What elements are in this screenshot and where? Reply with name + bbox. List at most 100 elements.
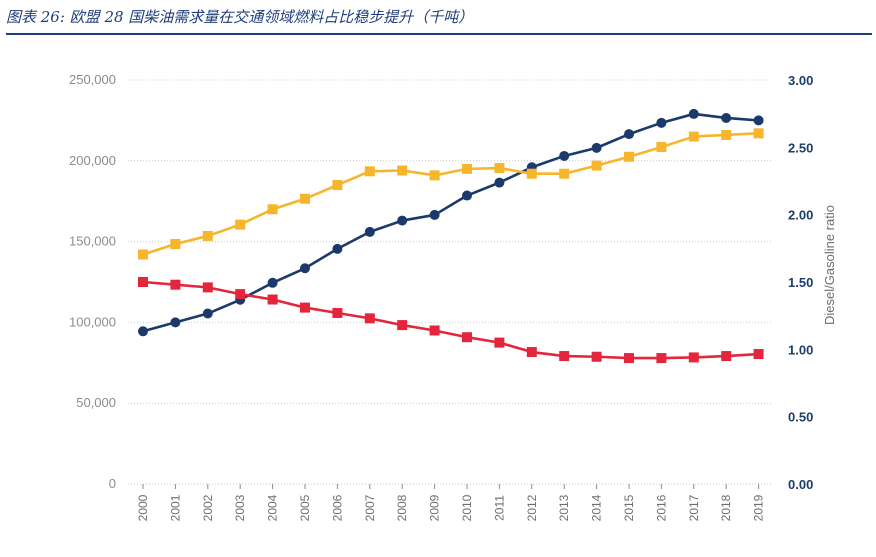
data-point-diesel — [688, 108, 699, 119]
data-point-ratio — [235, 289, 246, 300]
data-point-gasoline — [688, 131, 699, 142]
data-point-gasoline — [624, 151, 634, 162]
data-point-gasoline — [267, 204, 278, 215]
data-point-diesel — [591, 142, 602, 153]
x-tick-label: 2000 — [136, 494, 150, 521]
gridlines — [128, 79, 772, 404]
x-tick-label: 2019 — [752, 494, 766, 521]
data-point-ratio — [753, 349, 764, 360]
series-line-diesel — [142, 112, 759, 333]
left-tick-label: 0 — [109, 476, 116, 491]
data-point-gasoline — [559, 168, 570, 179]
series-gasoline — [138, 128, 764, 260]
left-y-axis: 0 50,000 100,000 150,000 200,000 250,000 — [69, 72, 116, 491]
x-tick-label: 2004 — [266, 494, 280, 521]
data-point-diesel — [494, 177, 505, 188]
data-point-ratio — [170, 279, 181, 290]
data-point-ratio — [591, 351, 602, 362]
left-tick-label: 200,000 — [69, 153, 116, 168]
data-point-gasoline — [138, 249, 148, 260]
data-point-gasoline — [494, 163, 505, 174]
data-point-diesel — [267, 277, 278, 288]
data-point-ratio — [332, 307, 343, 318]
data-point-diesel — [138, 326, 148, 337]
data-point-gasoline — [429, 170, 440, 181]
data-point-ratio — [721, 351, 732, 362]
data-point-gasoline — [591, 160, 602, 171]
data-point-diesel — [332, 243, 343, 254]
data-point-gasoline — [462, 163, 472, 174]
right-tick-label: 2.50 — [788, 140, 813, 155]
x-tick-label: 2008 — [395, 494, 409, 521]
data-point-gasoline — [721, 129, 732, 140]
data-point-ratio — [526, 347, 537, 358]
left-tick-label: 100,000 — [69, 314, 116, 329]
data-point-ratio — [138, 277, 148, 287]
data-point-ratio — [688, 352, 699, 363]
x-tick-label: 2006 — [330, 494, 344, 521]
data-point-gasoline — [170, 239, 181, 250]
data-point-ratio — [429, 325, 440, 336]
left-tick-label: 50,000 — [76, 395, 116, 410]
data-point-ratio — [267, 294, 278, 305]
right-axis-label: Diesel/Gasoline ratio — [822, 205, 837, 325]
x-tick-label: 2002 — [201, 494, 215, 521]
data-point-gasoline — [397, 165, 408, 176]
series-line-gasoline — [142, 132, 759, 256]
data-point-ratio — [494, 337, 505, 348]
data-point-diesel — [300, 263, 310, 274]
x-tick-label: 2011 — [492, 495, 506, 521]
x-tick-label: 2009 — [428, 494, 442, 521]
x-tick-label: 2010 — [460, 494, 474, 521]
data-point-ratio — [364, 313, 375, 324]
series-line-ratio — [142, 280, 759, 360]
data-point-diesel — [656, 117, 667, 128]
figure-caption: 图表 26: 欧盟 28 国柴油需求量在交通领域燃料占比稳步提升（千吨） — [6, 8, 474, 26]
x-tick-label: 2018 — [719, 494, 733, 521]
right-tick-label: 1.50 — [788, 275, 813, 290]
series-ratio — [138, 277, 764, 364]
x-tick-label: 2005 — [298, 494, 312, 521]
data-point-diesel — [559, 150, 570, 161]
data-point-ratio — [397, 320, 408, 331]
x-tick-label: 2001 — [168, 494, 182, 521]
data-point-diesel — [202, 308, 213, 319]
x-tick-label: 2003 — [233, 494, 247, 521]
x-tick-label: 2015 — [622, 494, 636, 521]
data-point-gasoline — [202, 230, 213, 241]
data-point-diesel — [462, 190, 472, 201]
data-point-ratio — [656, 353, 667, 364]
x-tick-label: 2017 — [687, 494, 701, 521]
data-point-diesel — [721, 112, 732, 123]
data-point-diesel — [364, 226, 375, 237]
x-tick-label: 2014 — [590, 494, 604, 521]
data-point-diesel — [170, 317, 181, 328]
data-point-diesel — [429, 209, 440, 220]
right-tick-label: 0.00 — [788, 477, 813, 492]
data-point-gasoline — [526, 168, 537, 179]
data-point-ratio — [559, 351, 570, 362]
data-point-ratio — [202, 282, 213, 293]
data-point-diesel — [397, 215, 408, 226]
caption-divider — [6, 33, 872, 35]
data-point-gasoline — [656, 142, 667, 153]
right-y-axis: 0.00 0.50 1.00 1.50 2.00 2.50 3.00 — [788, 73, 813, 492]
data-point-ratio — [624, 353, 634, 364]
data-point-ratio — [462, 332, 472, 343]
x-tick-label: 2013 — [557, 494, 571, 521]
x-tick-label: 2007 — [363, 494, 377, 521]
right-tick-label: 2.00 — [788, 208, 813, 223]
x-tick-label: 2016 — [654, 494, 668, 521]
data-point-gasoline — [364, 166, 375, 177]
data-point-gasoline — [300, 193, 310, 204]
left-tick-label: 150,000 — [69, 234, 116, 249]
series-diesel — [138, 108, 764, 337]
data-point-diesel — [753, 115, 764, 126]
data-point-ratio — [300, 302, 310, 313]
right-tick-label: 1.00 — [788, 342, 813, 357]
data-point-diesel — [624, 129, 634, 140]
data-point-gasoline — [753, 128, 764, 139]
right-tick-label: 0.50 — [788, 410, 813, 425]
data-point-gasoline — [332, 180, 343, 191]
